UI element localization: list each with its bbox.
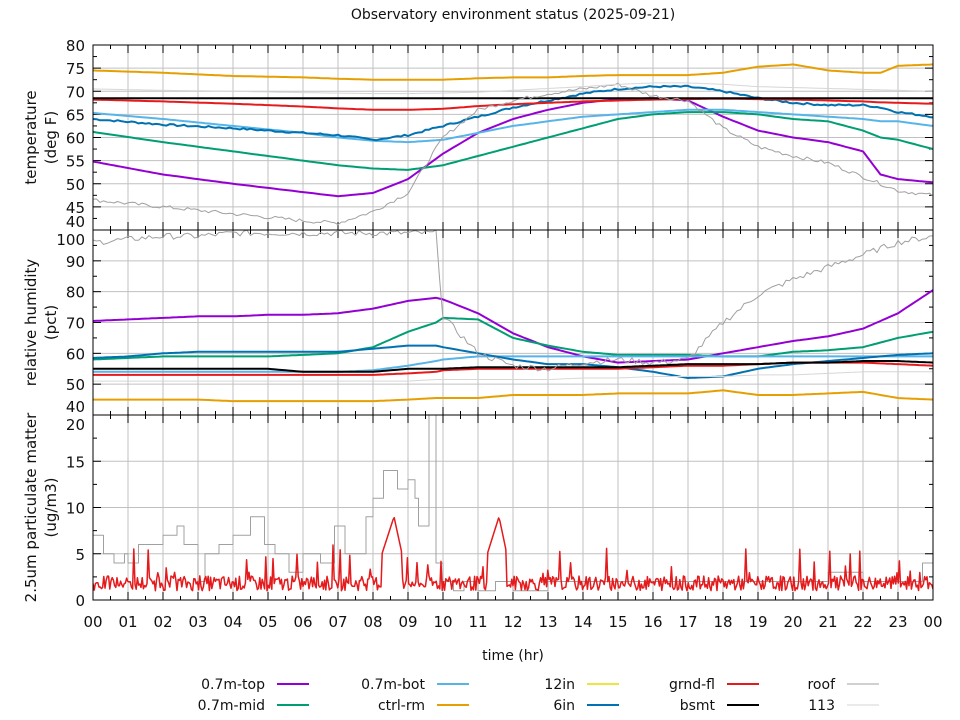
series-line-0.7m-top	[93, 289, 933, 364]
x-tick-label: 01	[118, 613, 137, 631]
y-axis-label: 2.5um particulate matter	[22, 412, 40, 602]
y-tick-label: 50	[66, 376, 85, 394]
x-tick-label: 05	[258, 613, 277, 631]
x-tick-label: 14	[573, 613, 592, 631]
y-tick-label: 80	[66, 37, 85, 55]
x-tick-label: 04	[223, 613, 242, 631]
y-tick-label: 40	[66, 213, 85, 231]
y-tick-label: 15	[66, 453, 85, 471]
x-tick-label: 18	[713, 613, 732, 631]
x-tick-label: 02	[153, 613, 172, 631]
x-tick-label: 00	[923, 613, 942, 631]
y-tick-label: 90	[66, 253, 85, 271]
series-line-0.7m-mid	[93, 111, 933, 171]
y-tick-label: 5	[75, 546, 85, 564]
x-tick-label: 03	[188, 613, 207, 631]
series-line-grnd-fl	[93, 97, 933, 111]
y-axis-label: (deg F)	[42, 111, 60, 164]
y-tick-label: 65	[66, 106, 85, 124]
series-line-0.7m-bot	[93, 355, 933, 373]
y-tick-label: 20	[66, 416, 85, 434]
legend-entry-0.7m-bot: 0.7m-bot	[361, 677, 469, 693]
x-tick-label: 16	[643, 613, 662, 631]
x-tick-label: 21	[818, 613, 837, 631]
y-tick-label: 0	[75, 592, 85, 610]
series-line-roof	[93, 82, 933, 226]
series-line-0.7m-mid	[93, 316, 933, 361]
legend-label: 0.7m-bot	[361, 677, 425, 693]
series-line-113	[93, 82, 933, 95]
legend: 0.7m-top 0.7m-mid 0.7m-bot ctrl-rm 12in 6in gr…	[198, 677, 879, 714]
legend-entry-6in: 6in	[553, 698, 619, 714]
x-tick-label: 11	[468, 613, 487, 631]
x-tick-label: 20	[783, 613, 802, 631]
series-line-6in	[93, 84, 933, 142]
x-tick-label: 06	[293, 613, 312, 631]
y-tick-label: 50	[66, 176, 85, 194]
legend-label: 0.7m-mid	[198, 698, 265, 714]
legend-label: grnd-fl	[669, 677, 715, 693]
legend-entry-12in: 12in	[544, 677, 619, 693]
y-tick-label: 60	[66, 345, 85, 363]
chart-title: Observatory environment status (2025-09-…	[351, 7, 675, 23]
legend-label: 0.7m-top	[201, 677, 265, 693]
y-tick-label: 10	[66, 500, 85, 518]
y-tick-label: 40	[66, 398, 85, 416]
y-tick-label: 70	[66, 83, 85, 101]
y-tick-label: 75	[66, 60, 85, 78]
x-tick-label: 23	[888, 613, 907, 631]
x-tick-label: 13	[538, 613, 557, 631]
x-tick-label: 09	[398, 613, 417, 631]
series-line-bsmt	[93, 360, 933, 373]
series-line-roof	[93, 230, 933, 372]
legend-entry-roof: roof	[807, 677, 879, 693]
panel-1: 40 50 60 70 80 90 100 relative humidity (pct)	[22, 229, 934, 416]
y-tick-label: 60	[66, 130, 85, 148]
series-line-0.7m-bot	[93, 108, 933, 144]
legend-entry-113: 113	[808, 698, 879, 714]
x-tick-label: 07	[328, 613, 347, 631]
y-tick-label: 55	[66, 153, 85, 171]
x-tick-label: 17	[678, 613, 697, 631]
x-axis-label: time (hr)	[482, 648, 544, 664]
legend-entry-bsmt: bsmt	[680, 698, 759, 714]
legend-label: 6in	[553, 698, 575, 714]
legend-label: ctrl-rm	[378, 698, 425, 714]
x-tick-label: 22	[853, 613, 872, 631]
y-tick-label: 70	[66, 315, 85, 333]
x-tick-label: 00	[83, 613, 102, 631]
legend-entry-0.7m-mid: 0.7m-mid	[198, 698, 309, 714]
x-tick-label: 10	[433, 613, 452, 631]
series-line-6in	[93, 344, 933, 379]
x-tick-label: 19	[748, 613, 767, 631]
y-tick-label: 80	[66, 284, 85, 302]
legend-entry-0.7m-top: 0.7m-top	[201, 677, 309, 693]
y-axis-label: temperature	[22, 90, 40, 184]
series-line-ctrl-rm	[93, 63, 933, 81]
series-line-113	[93, 371, 933, 382]
legend-entry-ctrl-rm: ctrl-rm	[378, 698, 469, 714]
plot-frame	[92, 414, 934, 601]
y-tick-label: 100	[56, 231, 85, 249]
y-tick-label: 45	[66, 199, 85, 217]
x-tick-label: 15	[608, 613, 627, 631]
x-tick-label: 08	[363, 613, 382, 631]
y-axis-label: (ug/m3)	[42, 478, 60, 538]
legend-label: 12in	[544, 677, 575, 693]
legend-label: 113	[808, 698, 835, 714]
series-line-grnd-fl	[93, 516, 933, 592]
panel-2: 0 5 10 15 20 2.5um particulate matter (ug/m3)	[22, 412, 934, 610]
x-tick-label: 12	[503, 613, 522, 631]
y-axis-label: relative humidity	[22, 259, 40, 387]
legend-label: bsmt	[680, 698, 716, 714]
y-axis-label: (pct)	[42, 305, 60, 340]
series-line-ctrl-rm	[93, 389, 933, 403]
legend-entry-grnd-fl: grnd-fl	[669, 677, 759, 693]
series-line-0.7m-top	[93, 97, 933, 198]
legend-label: roof	[807, 677, 836, 693]
